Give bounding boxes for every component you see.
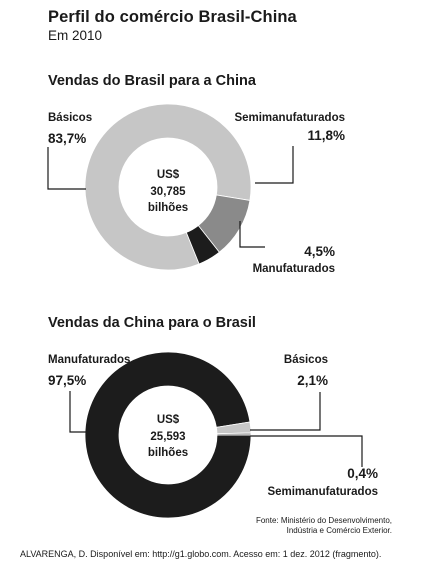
chart2-title: Vendas da China para o Brasil	[48, 315, 256, 331]
chart1-slice-manufaturados	[185, 224, 220, 265]
chart2-slice-semimanufaturados	[216, 432, 252, 436]
credit-line: ALVARENGA, D. Disponível em: http://g1.g…	[20, 549, 382, 559]
chart1-leader-manufaturados	[239, 221, 265, 248]
chart2-value-básicos: 2,1%	[297, 373, 328, 388]
page-title: Perfil do comércio Brasil-China	[48, 8, 297, 26]
chart1-center-text-2: 30,785	[150, 186, 186, 198]
chart1-label-semimanufaturados: Semimanufaturados	[234, 112, 345, 124]
source-note: Fonte: Ministério do Desenvolvimento, In…	[192, 516, 392, 536]
chart1-value-básicos: 83,7%	[48, 131, 86, 146]
chart2-center-text-3: bilhões	[148, 447, 188, 459]
chart1-value-manufaturados: 4,5%	[304, 244, 335, 259]
chart1-value-semimanufaturados: 11,8%	[307, 128, 345, 143]
chart2-label-semimanufaturados: Semimanufaturados	[267, 486, 378, 498]
chart1-leader-semimanufaturados	[255, 146, 294, 184]
chart2-center-text-1: US$	[157, 414, 180, 426]
chart2-slice-manufaturados	[84, 351, 252, 519]
title-block: Perfil do comércio Brasil-China Em 2010	[48, 8, 297, 43]
chart2-value-semimanufaturados: 0,4%	[347, 466, 378, 481]
source-line-1: Fonte: Ministério do Desenvolvimento,	[255, 516, 392, 525]
chart2-leader-semimanufaturados	[250, 435, 363, 467]
chart1-label-básicos: Básicos	[48, 112, 92, 124]
chart1-label-manufaturados: Manufaturados	[253, 263, 335, 275]
chart2-label-manufaturados: Manufaturados	[48, 354, 130, 366]
chart2-value-manufaturados: 97,5%	[48, 373, 86, 388]
chart1-center-text-1: US$	[157, 169, 180, 181]
chart2-center-text-2: 25,593	[150, 431, 185, 443]
chart2-leader-manufaturados	[69, 391, 86, 433]
chart1-title: Vendas do Brasil para a China	[48, 73, 256, 89]
chart1-leader-básicos	[47, 147, 86, 190]
chart1-slice-básicos	[84, 103, 252, 271]
chart1-center-text-3: bilhões	[148, 202, 188, 214]
chart2-leader-básicos	[250, 392, 321, 431]
page-subtitle: Em 2010	[48, 28, 103, 43]
source-line-2: Indústria e Comércio Exterior.	[286, 526, 392, 535]
chart2-label-básicos: Básicos	[284, 354, 328, 366]
